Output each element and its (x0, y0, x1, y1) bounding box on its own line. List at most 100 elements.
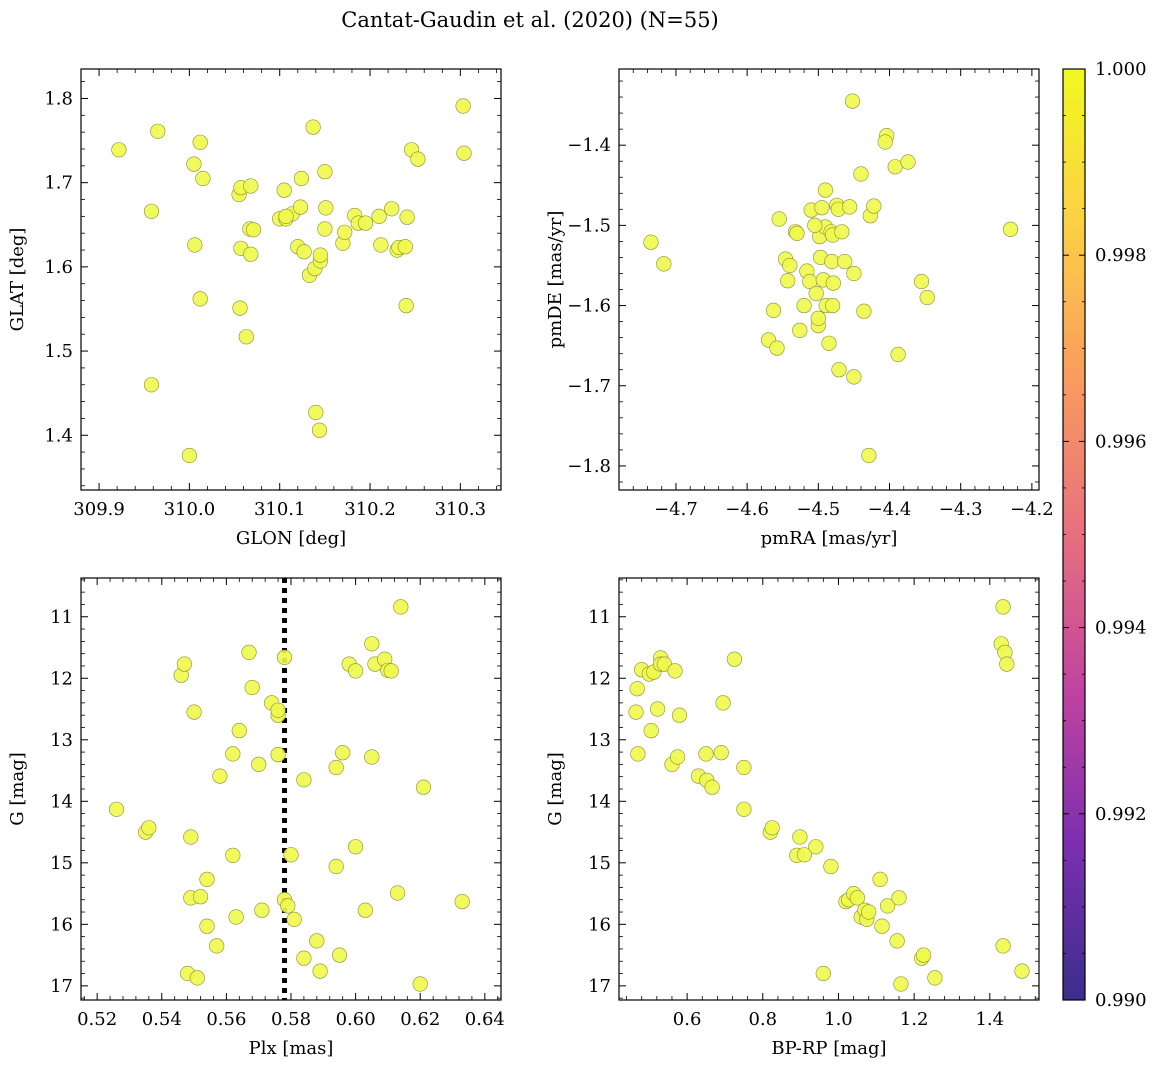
data-point (276, 649, 293, 666)
data-point (335, 745, 351, 761)
data-point (187, 237, 203, 253)
x-tick-label: 0.6 (673, 1009, 702, 1030)
data-point (199, 918, 215, 934)
data-point (849, 890, 866, 906)
colorbar-tick-label: 0.998 (1095, 245, 1147, 266)
data-point (311, 422, 328, 438)
axes-frame (80, 577, 502, 1001)
panel-pmra-pmde: −4.7 −4.6 −4.5 −4.4 −4.3 −4.2 −1.8 −1.7 −1.6 −1.5… (545, 68, 1054, 549)
data-point (671, 707, 688, 723)
data-point (412, 976, 428, 992)
panels: 309.9 310.0 310.1 310.2 310.3 1.4 1.5 1.6 1.7 1.8… (7, 68, 1054, 1059)
panel-glon-glat: 309.9 310.0 310.1 310.2 310.3 1.4 1.5 1.6 1.7 1.8… (7, 68, 502, 549)
data-point (192, 889, 209, 905)
data-point (900, 154, 916, 170)
x-axis-label: GLON [deg] (236, 528, 346, 549)
y-tick-label: 1.8 (44, 88, 73, 109)
data-point (212, 768, 228, 784)
data-point (318, 200, 334, 216)
data-point (309, 933, 325, 949)
x-tick-label: 0.54 (142, 1009, 182, 1030)
data-point (782, 257, 798, 274)
data-point (810, 310, 826, 327)
data-point (764, 820, 780, 836)
data-point (643, 722, 659, 739)
data-point (231, 722, 247, 739)
data-point (715, 695, 731, 711)
x-tick-label: 0.56 (206, 1009, 246, 1030)
x-axis-label: Plx [mas] (249, 1038, 334, 1059)
data-point (879, 898, 896, 914)
data-point (861, 447, 877, 464)
data-point (225, 746, 241, 762)
data-point (736, 801, 752, 817)
points (643, 93, 1019, 464)
data-point (856, 303, 872, 319)
y-tick-label: 14 (50, 791, 73, 812)
data-point (853, 166, 869, 182)
data-point (824, 298, 841, 314)
data-point (995, 599, 1011, 615)
y-tick-label: −1.7 (567, 376, 611, 397)
y-tick-label: 1.6 (44, 257, 73, 278)
data-point (398, 298, 414, 314)
data-point (628, 704, 644, 720)
panel-plx-g: 0.52 0.54 0.56 0.58 0.60 0.62 0.64 11 12 13 14 15 16… (7, 577, 505, 1059)
data-point (656, 256, 672, 272)
data-point (866, 198, 882, 214)
data-point (796, 847, 813, 863)
data-point (143, 203, 160, 219)
data-point (789, 225, 805, 241)
data-point (195, 170, 211, 187)
data-point (373, 237, 389, 253)
data-point (308, 404, 324, 421)
data-point (726, 651, 743, 667)
data-point (769, 340, 785, 356)
data-point (796, 298, 812, 314)
data-point (393, 599, 409, 615)
data-point (192, 134, 208, 150)
data-point (1002, 221, 1019, 237)
data-point (296, 772, 312, 788)
data-point (328, 759, 344, 776)
x-tick-label: 310.1 (254, 499, 306, 520)
data-point (283, 847, 299, 863)
data-point (254, 902, 270, 918)
data-point (415, 779, 432, 795)
data-point (108, 801, 125, 817)
x-tick-label: 1.2 (900, 1009, 929, 1030)
data-point (225, 847, 241, 864)
colorbar-tick-label: 0.992 (1095, 804, 1147, 825)
data-point (846, 369, 862, 385)
data-point (348, 663, 364, 679)
data-point (874, 918, 890, 934)
y-tick-label: 14 (588, 791, 611, 812)
data-point (841, 199, 858, 215)
data-point (192, 291, 208, 307)
data-point (887, 159, 903, 175)
ticks (619, 69, 1039, 490)
data-point (765, 302, 782, 319)
data-point (243, 178, 259, 194)
y-tick-label: 11 (588, 607, 611, 628)
y-tick-label: 13 (50, 730, 73, 751)
data-point (808, 285, 824, 302)
data-point (643, 234, 659, 250)
data-point (228, 909, 244, 925)
x-tick-label: −4.6 (725, 499, 769, 520)
data-point (821, 335, 837, 351)
data-point (814, 200, 830, 216)
data-point (630, 746, 646, 762)
data-point (846, 265, 862, 282)
x-axis-label: BP-RP [mag] (771, 1038, 886, 1059)
x-tick-label: 0.58 (271, 1009, 311, 1030)
data-point (736, 759, 752, 776)
data-point (186, 156, 202, 172)
x-tick-label: 1.4 (975, 1009, 1004, 1030)
colorbar-tick-label: 1.000 (1095, 59, 1147, 80)
data-point (296, 950, 312, 966)
x-tick-label: 1.0 (824, 1009, 853, 1030)
data-point (150, 123, 166, 139)
data-point (317, 221, 333, 237)
